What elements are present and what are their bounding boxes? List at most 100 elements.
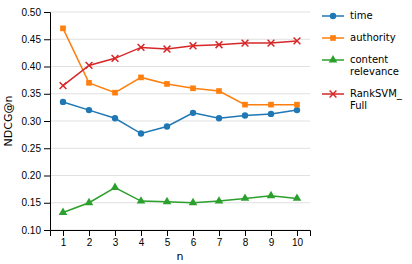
y-tick-mark	[44, 230, 50, 231]
y-tick-label: 0.35	[22, 88, 42, 99]
grid-line	[50, 39, 310, 40]
x-tick-mark	[271, 230, 272, 236]
y-tick-label: 0.30	[22, 116, 42, 127]
x-tick-mark	[89, 230, 90, 236]
x-tick: 4	[139, 230, 145, 248]
x-tick-mark	[115, 230, 116, 236]
marker	[164, 46, 171, 53]
y-tick: 0.50	[22, 7, 50, 18]
plot-area	[59, 26, 302, 216]
y-tick-label: 0.15	[22, 197, 42, 208]
marker	[293, 193, 302, 200]
series	[60, 26, 300, 108]
y-tick: 0.40	[22, 61, 50, 72]
x-tick: 10	[292, 230, 304, 248]
x-tick-label: 6	[191, 237, 197, 248]
y-axis: 0.10 0.15 0.20 0.25 0.30 0.35 0.40 0.45 0.50	[22, 7, 51, 236]
marker	[189, 198, 198, 205]
legend-label: RankSVM_Full	[350, 88, 403, 111]
marker	[60, 82, 67, 89]
x-tick: 2	[87, 230, 93, 248]
marker	[112, 55, 119, 62]
marker	[241, 193, 250, 200]
marker	[267, 191, 276, 198]
y-tick-mark	[44, 176, 50, 177]
x-tick: 1	[61, 230, 67, 248]
y-tick-mark	[44, 203, 50, 204]
x-tick-mark	[193, 230, 194, 236]
legend-label-line: Full	[350, 100, 367, 111]
y-tick: 0.35	[22, 88, 50, 99]
legend-label-line: RankSVM_	[350, 88, 403, 100]
marker	[112, 115, 118, 121]
marker	[268, 40, 275, 47]
x-tick: 3	[113, 230, 119, 248]
y-tick-mark	[44, 94, 50, 95]
marker	[86, 107, 92, 113]
legend-label: authority	[350, 32, 396, 43]
y-tick-mark	[44, 67, 50, 68]
x-tick: 6	[191, 230, 197, 248]
y-tick-label: 0.40	[22, 61, 42, 72]
y-tick-mark	[44, 148, 50, 149]
legend-label-line: relevance	[350, 66, 399, 77]
y-tick-label: 0.25	[22, 143, 42, 154]
x-tick-mark	[297, 230, 298, 236]
y-tick: 0.30	[22, 116, 50, 127]
y-tick: 0.20	[22, 170, 50, 181]
x-tick-mark	[245, 230, 246, 236]
marker	[60, 26, 66, 32]
legend-item: authority	[322, 32, 396, 43]
series-line	[63, 187, 297, 212]
marker	[86, 62, 93, 69]
y-tick-label: 0.10	[22, 225, 42, 236]
marker	[85, 198, 94, 205]
x-axis-title: n	[177, 250, 184, 263]
marker	[190, 42, 197, 49]
marker	[137, 196, 146, 203]
marker	[138, 75, 144, 81]
grid	[50, 12, 310, 230]
x-axis: 12345678910	[51, 230, 311, 248]
x-tick-label: 1	[61, 237, 67, 248]
x-tick-label: 2	[87, 237, 93, 248]
legend-item: contentrelevance	[322, 54, 399, 77]
x-tick-label: 5	[165, 237, 171, 248]
grid-line	[50, 93, 310, 94]
x-tick-mark	[167, 230, 168, 236]
marker	[112, 90, 118, 96]
grid-line	[50, 121, 310, 122]
y-tick-label: 0.50	[22, 7, 42, 18]
x-tick-mark	[141, 230, 142, 236]
series	[60, 37, 301, 89]
x-tick-label: 3	[113, 237, 119, 248]
legend-label-line: authority	[350, 32, 396, 43]
series	[59, 183, 302, 216]
y-axis-line	[44, 13, 51, 231]
marker	[190, 85, 196, 91]
x-tick: 8	[243, 230, 249, 248]
legend-label: time	[350, 10, 373, 21]
grid-line	[50, 12, 310, 13]
legend-item: time	[322, 10, 373, 21]
y-tick-mark	[44, 12, 50, 13]
marker	[164, 81, 170, 87]
x-tick-mark	[219, 230, 220, 236]
marker	[190, 110, 196, 116]
legend-item: RankSVM_Full	[322, 88, 403, 111]
legend-marker	[330, 35, 336, 41]
marker	[268, 102, 274, 108]
y-tick-mark	[44, 39, 50, 40]
grid-line	[50, 148, 310, 149]
y-tick: 0.10	[22, 225, 50, 236]
marker	[242, 40, 249, 47]
y-tick: 0.45	[22, 34, 50, 45]
x-tick-label: 8	[243, 237, 249, 248]
marker	[294, 102, 300, 108]
y-axis-title: NDCG@n	[2, 96, 15, 147]
chart: 123456789100.100.150.200.250.300.350.400…	[0, 0, 412, 264]
series-line	[63, 41, 297, 86]
legend-label: contentrelevance	[350, 54, 399, 77]
marker	[268, 111, 274, 117]
marker	[138, 130, 144, 136]
